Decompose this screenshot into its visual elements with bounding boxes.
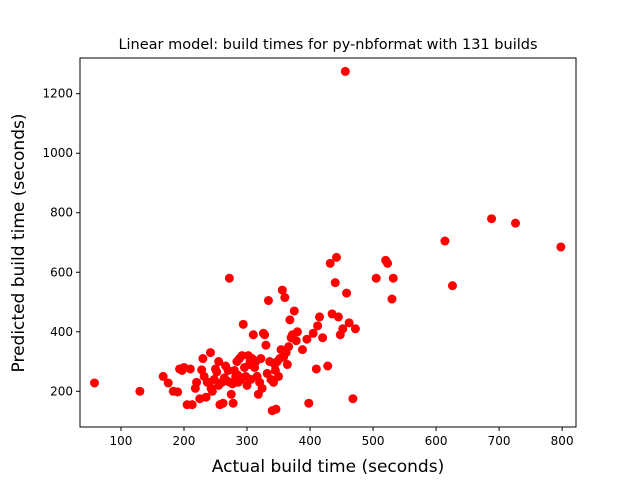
data-point <box>302 334 312 344</box>
x-tick-label: 500 <box>362 434 385 448</box>
data-point <box>313 321 323 331</box>
data-point <box>218 398 228 408</box>
data-point <box>330 278 340 288</box>
data-point <box>261 340 271 350</box>
data-point <box>187 400 197 410</box>
data-point <box>135 386 145 396</box>
data-point <box>292 327 302 337</box>
x-axis-label: Actual build time (seconds) <box>212 457 444 477</box>
data-point <box>223 365 233 375</box>
x-tick-label: 300 <box>236 434 259 448</box>
data-point <box>280 293 290 303</box>
y-axis-label: Predicted build time (seconds) <box>9 114 29 373</box>
data-point <box>323 361 333 371</box>
data-point <box>308 328 318 338</box>
data-point <box>332 252 342 262</box>
data-point <box>198 354 208 364</box>
data-point <box>350 324 360 334</box>
data-point <box>256 354 266 364</box>
x-tick-label: 400 <box>299 434 322 448</box>
data-point <box>318 333 328 343</box>
y-tick-label: 1200 <box>42 87 73 101</box>
data-point <box>311 364 321 374</box>
data-point <box>89 378 99 388</box>
data-point <box>207 386 217 396</box>
x-tick-label: 100 <box>110 434 133 448</box>
data-point <box>284 342 294 352</box>
plot-area-frame <box>79 57 577 428</box>
data-point <box>289 306 299 316</box>
data-point <box>226 389 236 399</box>
x-axis: 100 200 300 400 500 600 700 800 <box>110 427 574 448</box>
data-point <box>163 378 173 388</box>
y-tick-label: 800 <box>50 206 73 220</box>
data-point <box>245 357 255 367</box>
data-point <box>383 258 393 268</box>
data-point <box>338 324 348 334</box>
x-tick-label: 700 <box>488 434 511 448</box>
data-point <box>270 365 280 375</box>
data-point <box>440 236 450 246</box>
data-point <box>344 318 354 328</box>
data-point <box>228 398 238 408</box>
data-point <box>388 273 398 283</box>
data-point <box>238 319 248 329</box>
data-point <box>257 383 267 393</box>
data-point <box>173 387 183 397</box>
data-point <box>325 258 335 268</box>
data-point <box>282 360 292 370</box>
data-point <box>185 364 195 374</box>
data-point <box>304 398 314 408</box>
data-points <box>89 66 566 416</box>
data-point <box>556 242 566 252</box>
data-point <box>271 404 281 414</box>
data-point <box>201 392 211 402</box>
y-tick-label: 400 <box>50 325 73 339</box>
data-point <box>297 345 307 355</box>
chart-title: Linear model: build times for py-nbforma… <box>118 37 537 53</box>
data-point <box>387 294 397 304</box>
data-point <box>158 371 168 381</box>
data-point <box>285 315 295 325</box>
data-point <box>237 351 247 361</box>
y-axis: 200 400 600 800 1000 1200 <box>42 87 80 398</box>
data-point <box>314 312 324 322</box>
data-point <box>333 312 343 322</box>
data-point <box>340 66 350 76</box>
data-point <box>214 357 224 367</box>
data-point <box>277 285 287 295</box>
x-tick-label: 600 <box>425 434 448 448</box>
data-point <box>260 330 270 340</box>
data-point <box>371 273 381 283</box>
y-tick-label: 1000 <box>42 146 73 160</box>
x-tick-label: 800 <box>551 434 574 448</box>
data-point <box>268 377 278 387</box>
data-point <box>205 348 215 358</box>
data-point <box>212 367 222 377</box>
data-point <box>224 273 234 283</box>
y-tick-label: 200 <box>50 384 73 398</box>
data-point <box>447 281 457 291</box>
y-tick-label: 600 <box>50 265 73 279</box>
data-point <box>291 336 301 346</box>
data-point <box>510 218 520 228</box>
data-point <box>263 296 273 306</box>
data-point <box>233 370 243 380</box>
data-point <box>214 380 224 390</box>
data-point <box>487 214 497 224</box>
x-tick-label: 200 <box>173 434 196 448</box>
data-point <box>342 288 352 298</box>
data-point <box>192 377 202 387</box>
data-point <box>348 394 358 404</box>
data-point <box>248 330 258 340</box>
